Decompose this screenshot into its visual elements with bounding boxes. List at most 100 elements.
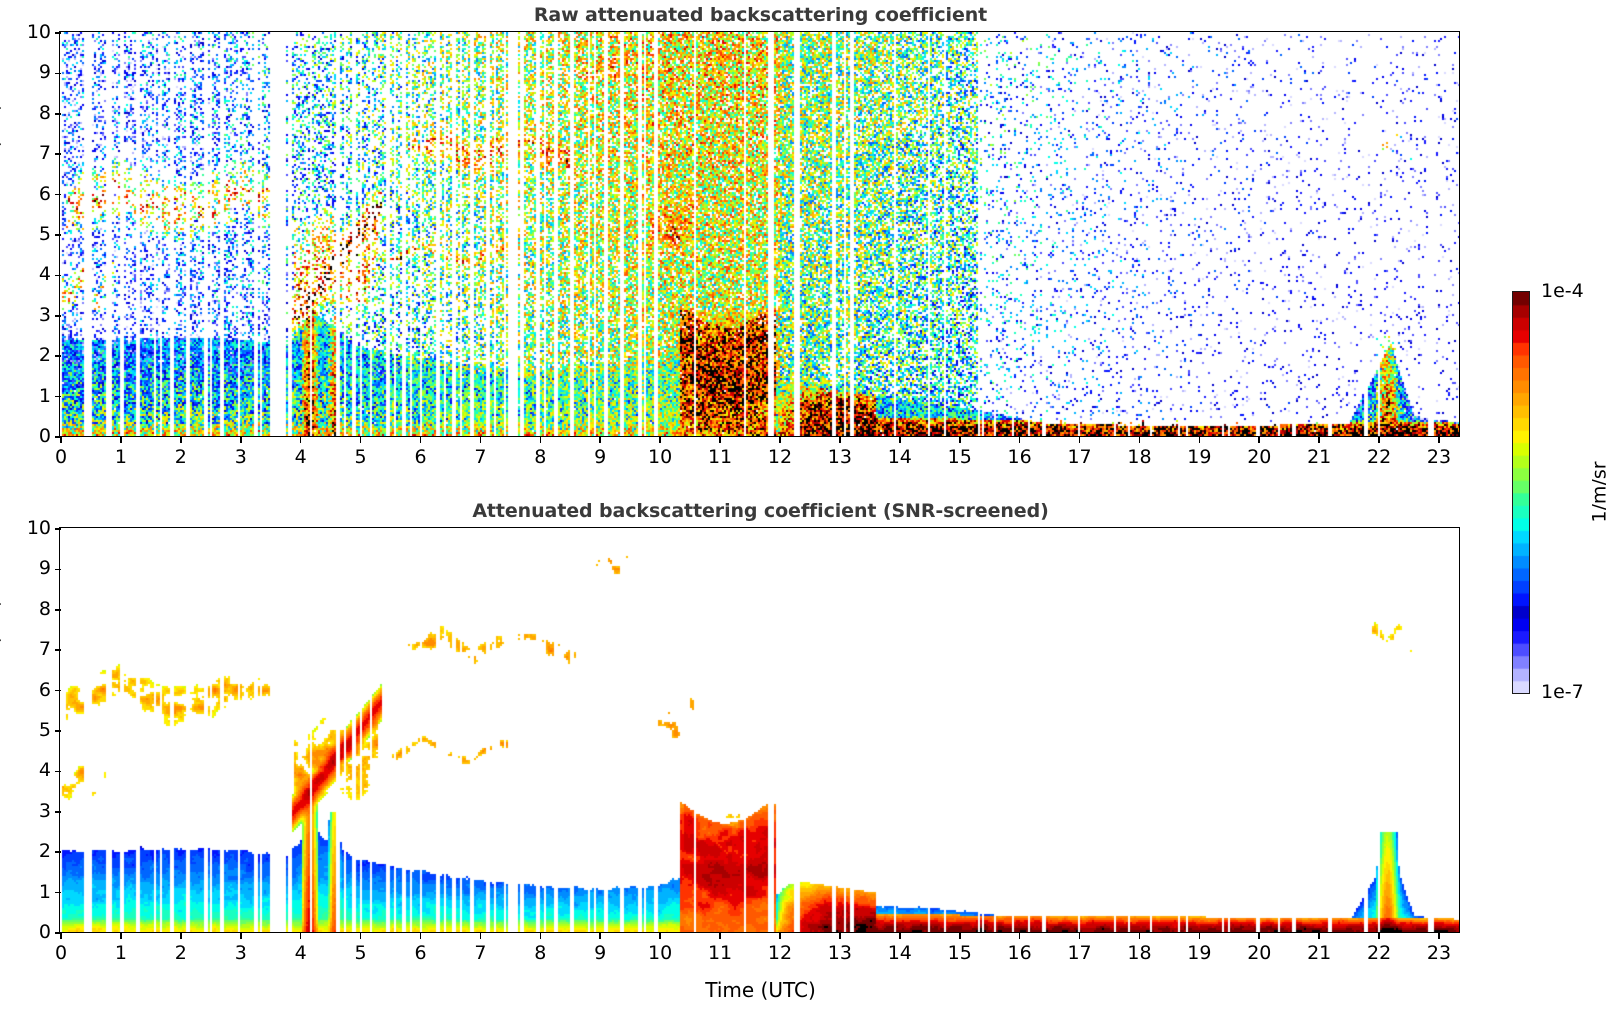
y-tick-label: 3 (38, 799, 51, 822)
y-tick-mark (55, 528, 61, 530)
x-tick-label: 20 (1247, 942, 1272, 964)
y-tick-label: 7 (38, 142, 51, 165)
plot-area-screened[interactable] (59, 527, 1461, 934)
x-tick-mark (539, 437, 542, 443)
x-tick-label: 15 (947, 446, 972, 468)
y-tick-label: 0 (38, 921, 51, 943)
y-tick-mark (55, 689, 61, 692)
x-tick-label: 6 (414, 942, 427, 964)
y-tick-mark (55, 274, 61, 277)
x-axis-label: Time (UTC) (705, 978, 816, 1002)
x-tick-mark (719, 933, 721, 939)
x-tick-label: 9 (594, 942, 607, 964)
x-tick-label: 12 (767, 942, 793, 964)
x-tick-mark (419, 437, 422, 443)
x-tick-mark (299, 437, 302, 443)
x-tick-mark (1318, 437, 1320, 443)
y-tick-label: 4 (38, 263, 51, 286)
x-tick-label: 18 (1127, 446, 1152, 468)
x-tick-label: 19 (1187, 446, 1212, 468)
y-tick-label: 1 (38, 880, 51, 903)
y-tick-mark (55, 932, 61, 934)
x-tick-label: 0 (54, 446, 68, 468)
x-tick-mark (1378, 933, 1380, 939)
x-tick-mark (1138, 933, 1141, 939)
x-tick-label: 11 (707, 942, 733, 964)
x-tick-mark (359, 933, 362, 939)
x-tick-label: 21 (1307, 446, 1332, 468)
y-tick-mark (55, 609, 61, 611)
x-tick-mark (1018, 933, 1021, 939)
y-tick-mark (55, 315, 61, 317)
colorbar-unit-label: 1/m/sr (1588, 460, 1606, 523)
x-tick-mark (1258, 933, 1261, 939)
x-tick-label: 4 (294, 942, 307, 964)
x-tick-mark (479, 933, 482, 939)
x-tick-mark (419, 933, 422, 939)
y-tick-mark (55, 153, 61, 155)
panel-title-screened: Attenuated backscattering coefficient (S… (472, 500, 1049, 522)
x-tick-mark (1078, 933, 1081, 939)
x-tick-label: 17 (1067, 942, 1092, 964)
x-tick-mark (1438, 437, 1440, 443)
x-tick-mark (659, 933, 661, 939)
x-tick-label: 7 (474, 942, 487, 964)
x-tick-mark (359, 437, 362, 443)
y-tick-mark (55, 851, 61, 853)
x-tick-label: 13 (827, 942, 852, 964)
y-tick-mark (55, 72, 61, 75)
x-tick-mark (299, 933, 302, 939)
x-tick-label: 11 (707, 446, 733, 468)
x-tick-label: 14 (887, 942, 912, 964)
heatmap-screened (60, 528, 1460, 933)
y-tick-label: 6 (38, 182, 51, 205)
x-tick-label: 1 (114, 446, 127, 468)
y-tick-mark (55, 770, 61, 773)
x-tick-mark (239, 933, 242, 939)
plot-area-raw[interactable] (59, 31, 1461, 438)
x-tick-mark (120, 437, 122, 443)
x-tick-label: 2 (174, 446, 187, 468)
x-tick-mark (120, 933, 122, 939)
x-tick-mark (659, 437, 661, 443)
x-tick-mark (239, 437, 242, 443)
colorbar-gradient (1512, 291, 1529, 693)
x-tick-label: 3 (234, 942, 247, 964)
x-tick-label: 18 (1127, 942, 1152, 964)
y-tick-label: 5 (38, 719, 51, 741)
x-tick-label: 1 (114, 942, 127, 964)
x-tick-mark (1438, 933, 1440, 939)
x-tick-mark (839, 437, 841, 443)
x-tick-label: 14 (887, 446, 912, 468)
y-tick-mark (55, 436, 61, 438)
x-tick-label: 16 (1007, 942, 1032, 964)
colorbar[interactable] (1511, 290, 1530, 694)
x-tick-mark (899, 437, 901, 443)
x-tick-label: 23 (1426, 446, 1452, 468)
y-tick-label: 10 (26, 517, 51, 539)
x-tick-label: 10 (648, 942, 673, 964)
x-tick-mark (539, 933, 542, 939)
x-tick-label: 21 (1307, 942, 1332, 964)
x-tick-label: 0 (54, 942, 68, 964)
x-tick-label: 7 (474, 446, 487, 468)
x-tick-mark (1198, 933, 1201, 939)
y-tick-mark (55, 395, 61, 398)
y-tick-label: 1 (38, 384, 51, 407)
y-tick-label: 7 (38, 638, 51, 661)
x-tick-mark (180, 437, 182, 443)
y-tick-mark (55, 32, 61, 34)
x-tick-mark (1318, 933, 1320, 939)
x-tick-label: 5 (354, 942, 367, 964)
x-tick-label: 22 (1367, 446, 1392, 468)
x-tick-mark (779, 437, 781, 443)
x-tick-label: 17 (1067, 446, 1092, 468)
x-tick-mark (599, 437, 602, 443)
y-tick-label: 8 (38, 101, 51, 124)
x-tick-mark (180, 933, 182, 939)
x-tick-label: 10 (648, 446, 673, 468)
y-tick-mark (55, 811, 61, 813)
x-tick-label: 5 (354, 446, 367, 468)
x-tick-label: 22 (1367, 942, 1392, 964)
